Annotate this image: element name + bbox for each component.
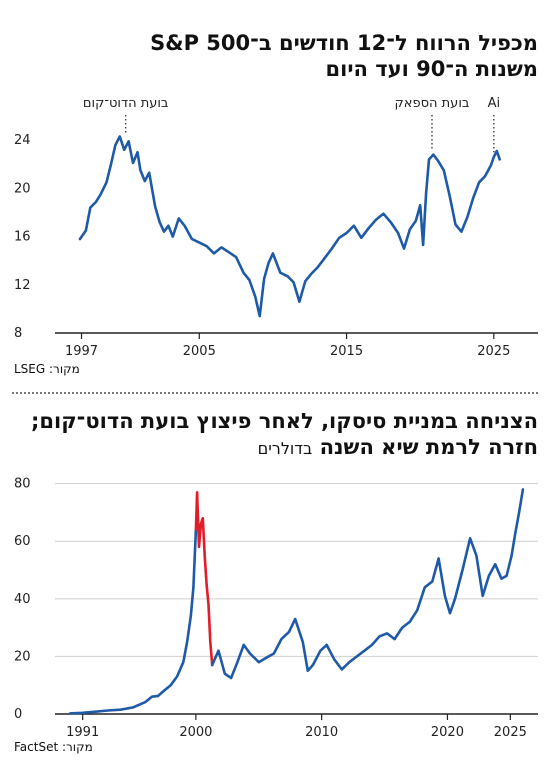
x-tick-label-1997: 1997 [65,344,98,359]
series-line-1 [194,490,214,667]
x-tick-label-2025: 2025 [477,344,510,359]
x-tick-label-1991: 1991 [66,725,99,740]
chart1-plot: 8 12 16 20 24 1997 2005 2015 2025 בועת הדוט־קום בו… [14,96,538,359]
chart2-title-text: הצניחה במניית סיסקו, לאחר פיצוץ בועת הדו… [30,409,538,459]
annotation-label-1: בועת הספאק [395,96,470,111]
x-tick-label-2005: 2005 [183,344,216,359]
x-tick-label-2020: 2020 [431,725,464,740]
y-tick-label-0: 0 [14,707,22,722]
annotation-label-0: בועת הדוט־קום [83,96,169,111]
chart1-title-line2: משנות ה־90 ועד היום [325,57,539,81]
series-line-0 [68,528,198,715]
y-tick-label-8: 8 [14,326,22,341]
y-tick-label-16: 16 [14,230,31,245]
chart2-title: הצניחה במניית סיסקו, לאחר פיצוץ בועת הדו… [12,408,538,462]
x-tick-label-2015: 2015 [330,344,363,359]
y-tick-label-40: 40 [14,592,31,607]
chart1-source: מקור: LSEG [14,362,80,376]
chart2-source: מקור: FactSet [14,740,93,754]
annotation-label-2: Ai [488,96,501,111]
x-tick-label-2025: 2025 [494,725,527,740]
series-line-0 [78,135,502,318]
series-line-2 [210,488,525,680]
x-tick-label-2000: 2000 [179,725,212,740]
y-tick-label-12: 12 [14,278,31,293]
y-tick-label-24: 24 [14,133,31,148]
y-tick-label-60: 60 [14,534,31,549]
chart1-title: מכפיל הרווח ל־12 חודשים ב־S&P 500 משנות … [150,30,538,82]
chart2-unit-note: בדולרים [257,439,313,458]
y-tick-label-20: 20 [14,649,31,664]
y-tick-label-80: 80 [14,477,31,492]
y-tick-label-20: 20 [14,181,31,196]
chart1-title-line1: מכפיל הרווח ל־12 חודשים ב־S&P 500 [150,31,538,55]
section-divider [12,392,538,394]
x-tick-label-2010: 2010 [305,725,338,740]
